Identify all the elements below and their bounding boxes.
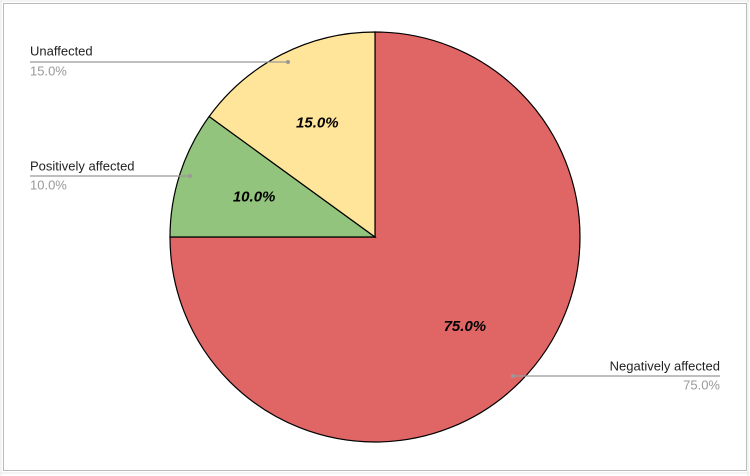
legend-value: 75.0% [683, 377, 720, 392]
legend-label: Unaffected [30, 43, 93, 58]
leader-dot [511, 374, 515, 378]
slice-value-label: 75.0% [444, 318, 487, 335]
legend-value: 10.0% [30, 177, 67, 192]
leader-dot [286, 60, 290, 64]
legend-label: Negatively affected [610, 358, 720, 373]
pie-slice [169, 115, 377, 238]
pie-slice [208, 31, 376, 239]
plot: 75.0% Negatively affected 75.0% 10.0% Positi… [30, 31, 720, 443]
legend-value: 15.0% [30, 63, 67, 78]
slice-value-label: 15.0% [296, 115, 339, 132]
leader-dot [188, 174, 192, 178]
slice-value-label: 10.0% [233, 189, 276, 206]
legend-label: Positively affected [30, 158, 135, 173]
